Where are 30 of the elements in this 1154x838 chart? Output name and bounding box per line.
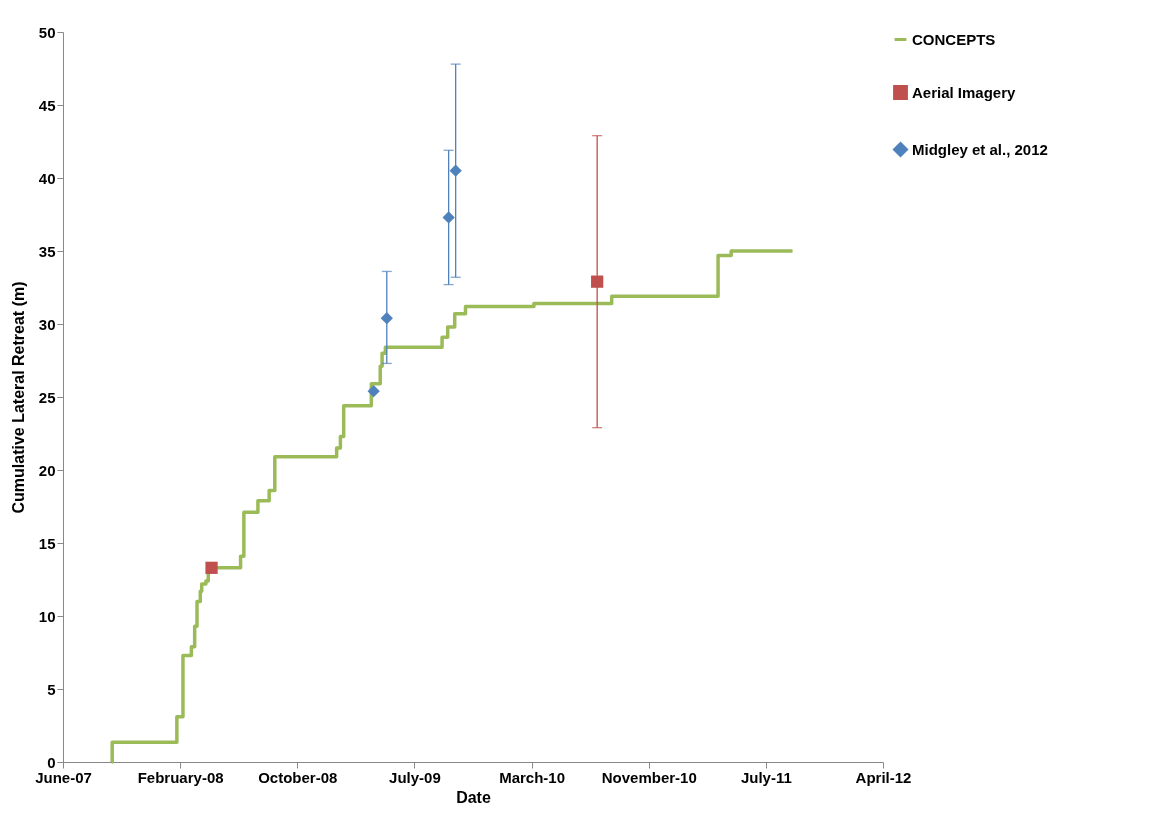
legend-label: Midgley et al., 2012 [912,140,1048,158]
y-tick-label: 40 [38,169,56,187]
x-tick-label: November-10 [601,768,697,786]
y-tick-label: 10 [38,607,56,625]
y-tick-label: 25 [38,388,56,406]
y-axis-title: Cumulative Lateral Retreat (m) [9,281,27,514]
x-tick-label: October-08 [258,768,338,786]
y-tick-label: 35 [38,242,56,260]
point [591,275,604,288]
x-tick-label: April-12 [855,768,912,786]
legend-label: CONCEPTS [912,30,996,48]
point [367,385,380,398]
x-tick-label: July-09 [389,768,441,786]
y-tick-label: 20 [38,461,56,479]
y-tick-label: 0 [47,753,56,771]
x-tick-label: March-10 [499,768,565,786]
point [449,164,462,177]
y-tick-label: 5 [47,680,56,698]
point [442,211,455,224]
legend-label: Aerial Imagery [912,83,1017,101]
y-tick-label: 45 [38,96,56,114]
x-tick-label: February-08 [137,768,224,786]
x-tick-label: June-07 [35,768,92,786]
x-tick-label: July-11 [740,768,792,786]
point [380,312,393,325]
y-tick-label: 30 [38,315,56,333]
y-tick-label: 50 [38,23,56,41]
x-axis-title: Date [456,788,491,806]
y-tick-label: 15 [38,534,56,552]
point [205,561,218,574]
